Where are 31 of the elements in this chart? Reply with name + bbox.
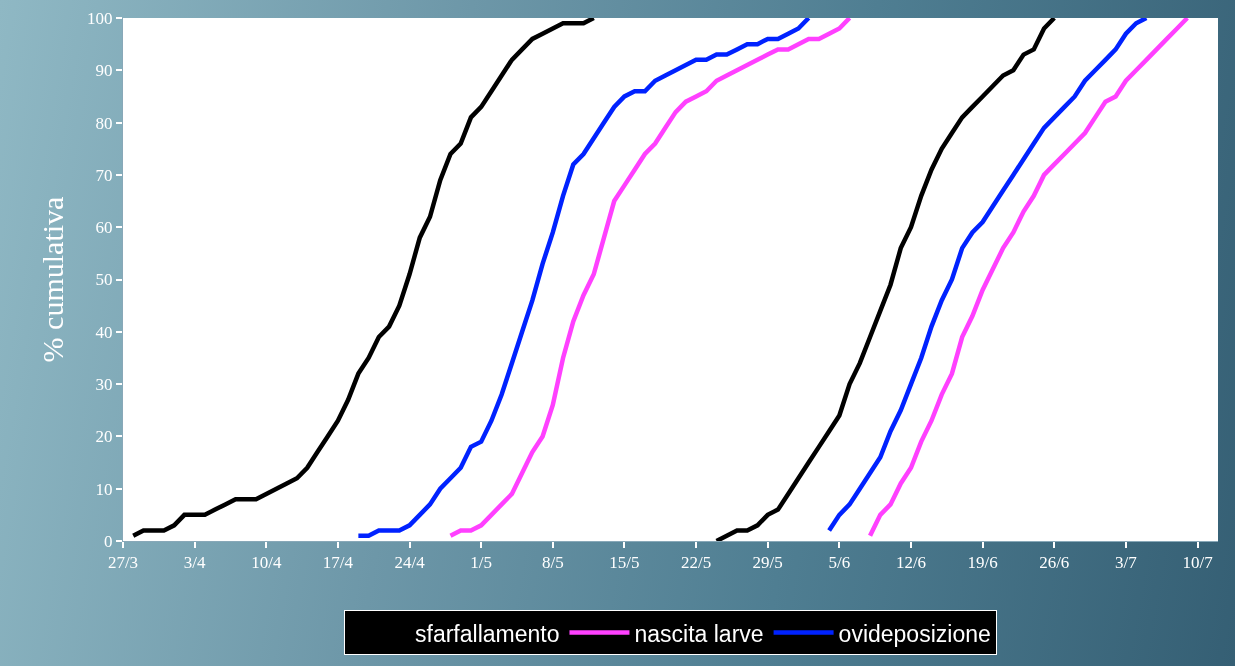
y-axis-title: % cumulativa	[36, 196, 70, 363]
y-tick-label: 40	[95, 322, 113, 342]
x-tick-label: 27/3	[107, 553, 139, 573]
legend-label: nascita larve	[634, 620, 764, 647]
y-tick-label: 90	[95, 61, 113, 81]
x-tick-label: 1/5	[470, 553, 493, 573]
x-tick-label: 29/5	[752, 553, 783, 573]
x-tick-label: 15/5	[609, 553, 640, 573]
x-tick-label: 17/4	[322, 553, 354, 573]
x-tick-label: 10/7	[1182, 553, 1214, 573]
x-tick-label: 19/6	[967, 553, 998, 573]
x-tick-label: 26/6	[1039, 553, 1070, 573]
y-tick-label: 0	[104, 531, 113, 551]
x-tick-label: 12/6	[895, 553, 927, 573]
y-tick-label: 100	[87, 8, 113, 28]
x-tick-label: 5/6	[828, 553, 851, 573]
y-tick-label: 30	[95, 375, 113, 395]
y-tick-label: 70	[95, 165, 113, 185]
text: sfarfallamento	[415, 620, 560, 647]
y-tick-label: 60	[95, 218, 113, 238]
y-tick-label: 10	[95, 479, 113, 499]
x-tick-label: 10/4	[251, 553, 282, 573]
y-tick-label: 50	[95, 270, 113, 290]
legend-label: ovideposizione	[838, 620, 991, 647]
y-tick-label: 20	[95, 427, 113, 447]
y-tick-label: 80	[95, 113, 113, 133]
x-tick-label: 22/5	[680, 553, 712, 573]
x-tick-label: 8/5	[541, 553, 564, 573]
x-tick-label: 24/4	[394, 553, 426, 573]
x-tick-label: 3/4	[183, 553, 206, 573]
x-tick-label: 3/7	[1115, 553, 1138, 573]
